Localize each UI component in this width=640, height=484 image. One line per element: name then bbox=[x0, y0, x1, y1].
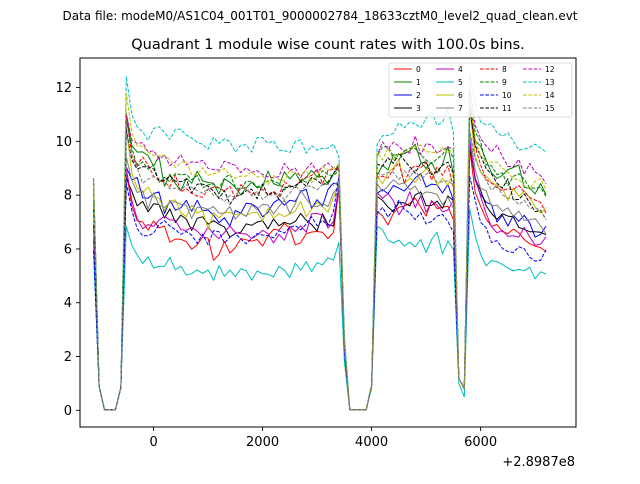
legend-label-5: 5 bbox=[458, 78, 463, 87]
axes-frame bbox=[79, 57, 577, 428]
y-tick-label: 2 bbox=[64, 350, 72, 365]
y-tick-label: 12 bbox=[55, 81, 72, 96]
y-tick-label: 10 bbox=[55, 135, 72, 150]
y-tick-label: 8 bbox=[64, 189, 72, 204]
legend-label-1: 1 bbox=[416, 78, 421, 87]
series-line-5 bbox=[93, 208, 547, 411]
series-line-4 bbox=[93, 142, 547, 411]
x-tick-label: 0 bbox=[149, 435, 157, 450]
series-line-10 bbox=[93, 175, 547, 411]
y-tick-label: 4 bbox=[64, 296, 72, 311]
chart-title: Quadrant 1 module wise count rates with … bbox=[131, 37, 525, 53]
x-offset-label: +2.8987e8 bbox=[502, 455, 575, 470]
legend-label-11: 11 bbox=[502, 104, 512, 113]
series-line-15 bbox=[93, 129, 547, 411]
series-line-7 bbox=[93, 131, 547, 411]
legend-label-15: 15 bbox=[545, 104, 555, 113]
legend-box bbox=[388, 62, 573, 118]
legend-label-7: 7 bbox=[458, 104, 463, 113]
series-line-0 bbox=[93, 148, 547, 411]
legend-label-2: 2 bbox=[416, 91, 421, 100]
legend-label-8: 8 bbox=[502, 65, 507, 74]
legend-label-10: 10 bbox=[502, 91, 512, 100]
x-tick-label: 4000 bbox=[355, 435, 388, 450]
legend-label-4: 4 bbox=[458, 65, 463, 74]
y-tick-label: 0 bbox=[64, 404, 72, 419]
series-line-11 bbox=[93, 107, 547, 411]
y-tick-label: 6 bbox=[64, 242, 72, 257]
legend-label-13: 13 bbox=[545, 78, 555, 87]
series-line-9 bbox=[93, 101, 547, 411]
legend-label-6: 6 bbox=[458, 91, 463, 100]
x-tick-label: 6000 bbox=[464, 435, 497, 450]
legend-label-9: 9 bbox=[502, 78, 507, 87]
x-tick-label: 2000 bbox=[246, 435, 279, 450]
suptitle: Data file: modeM0/AS1C04_001T01_90000027… bbox=[62, 9, 577, 23]
legend-label-3: 3 bbox=[416, 104, 421, 113]
legend-label-12: 12 bbox=[545, 65, 555, 74]
legend-label-0: 0 bbox=[416, 65, 421, 74]
legend-label-14: 14 bbox=[545, 91, 555, 100]
